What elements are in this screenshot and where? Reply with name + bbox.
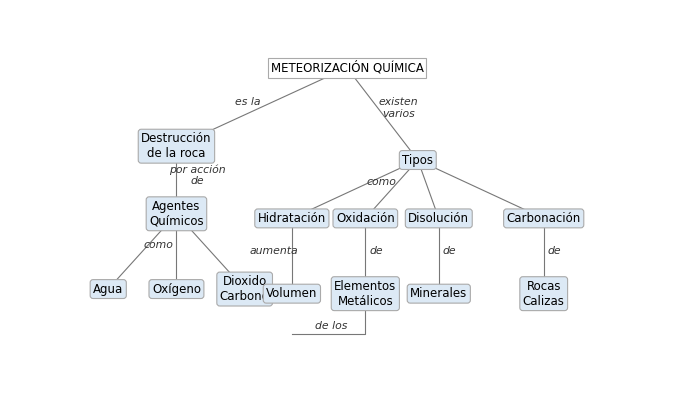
Text: de: de bbox=[443, 246, 456, 256]
Text: Carbonación: Carbonación bbox=[506, 212, 581, 225]
Text: Elementos
Metálicos: Elementos Metálicos bbox=[334, 280, 397, 308]
Text: Tipos: Tipos bbox=[402, 154, 433, 166]
Text: METEORIZACIÓN QUÍMICA: METEORIZACIÓN QUÍMICA bbox=[271, 61, 423, 75]
Text: Agentes
Químicos: Agentes Químicos bbox=[149, 200, 204, 228]
Text: Dioxido
Carbono: Dioxido Carbono bbox=[220, 275, 269, 303]
Text: por acción
de: por acción de bbox=[169, 164, 225, 186]
Text: Minerales: Minerales bbox=[410, 287, 467, 300]
Text: Volumen: Volumen bbox=[266, 287, 318, 300]
Text: de los: de los bbox=[315, 321, 347, 331]
Text: de: de bbox=[369, 246, 383, 256]
Text: Destrucción
de la roca: Destrucción de la roca bbox=[141, 132, 212, 160]
Text: como: como bbox=[366, 176, 396, 186]
Text: aumenta: aumenta bbox=[249, 246, 298, 256]
Text: es la: es la bbox=[234, 97, 260, 107]
Text: Agua: Agua bbox=[93, 282, 123, 296]
Text: existen
varios: existen varios bbox=[378, 97, 418, 119]
Text: Oxidación: Oxidación bbox=[336, 212, 395, 225]
Text: Oxígeno: Oxígeno bbox=[152, 282, 201, 296]
Text: Rocas
Calizas: Rocas Calizas bbox=[523, 280, 565, 308]
Text: Hidratación: Hidratación bbox=[258, 212, 326, 225]
Text: como: como bbox=[143, 239, 173, 249]
Text: Disolución: Disolución bbox=[408, 212, 469, 225]
Text: de: de bbox=[548, 246, 561, 256]
